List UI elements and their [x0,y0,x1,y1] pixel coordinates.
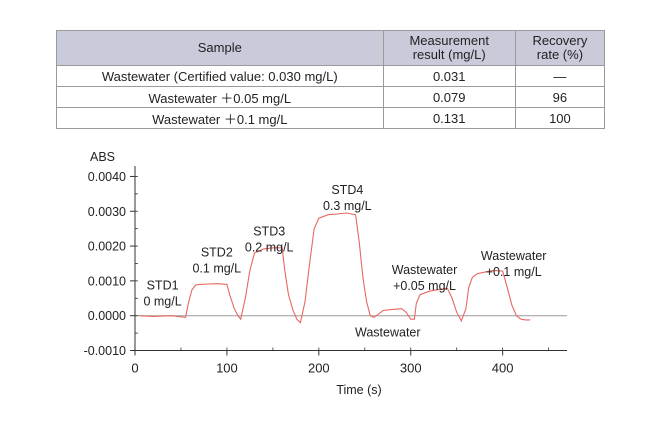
y-tick-label: 0.0040 [88,170,126,184]
peak-annotation: Wastewater [481,249,547,263]
x-tick-label: 300 [400,361,422,376]
peak-annotation: STD4 [331,183,363,197]
x-tick-label: 0 [131,361,138,376]
cell-sample: Wastewater ＋0.05 mg/L [56,86,384,108]
table-row: Wastewater ＋0.1 mg/L 0.131 100 [56,107,606,129]
peak-annotation: STD2 [201,246,233,260]
cell-sample: Wastewater (Certified value: 0.030 mg/L) [56,65,384,87]
y-tick-label: 0.0000 [88,309,126,323]
peak-annotation: STD1 [147,279,179,293]
x-tick-label: 400 [492,361,514,376]
y-tick-label: 0.0030 [88,205,126,219]
cell-sample: Wastewater ＋0.1 mg/L [56,107,384,129]
y-tick-label: 0.0020 [88,240,126,254]
peak-annotation: 0.2 mg/L [245,241,294,255]
x-axis-label: Time (s) [336,383,381,397]
peak-annotation: 0.3 mg/L [323,199,372,213]
table-header-row: Sample Measurement result (mg/L) Recover… [56,30,606,66]
x-tick-label: 100 [216,361,238,376]
y-tick-label: -0.0010 [84,344,126,358]
y-tick-label: 0.0010 [88,274,126,288]
peak-annotation: 0 mg/L [143,295,181,309]
cell-measurement: 0.079 [382,86,516,108]
table-row: Wastewater (Certified value: 0.030 mg/L)… [56,65,606,87]
absorbance-series-line [139,212,531,324]
header-sample: Sample [56,30,384,66]
results-table: Sample Measurement result (mg/L) Recover… [56,30,606,129]
header-recovery: Recovery rate (%) [514,30,606,66]
peak-annotation: Wastewater [355,326,421,340]
peak-annotation: 0.1 mg/L [192,262,241,276]
peak-annotation: STD3 [253,225,285,239]
y-axis-label: ABS [90,150,115,164]
table-row: Wastewater ＋0.05 mg/L 0.079 96 [56,86,606,108]
peak-annotation: +0.1 mg/L [486,265,542,279]
peak-annotation: +0.05 mg/L [393,279,456,293]
cell-recovery: 96 [514,86,606,108]
header-measurement-text: Measurement result (mg/L) [409,33,489,62]
peak-annotation: Wastewater [392,263,458,277]
x-tick-label: 200 [308,361,330,376]
cell-recovery: 100 [514,107,606,129]
cell-measurement: 0.131 [382,107,516,129]
header-recovery-text: Recovery rate (%) [532,33,588,62]
